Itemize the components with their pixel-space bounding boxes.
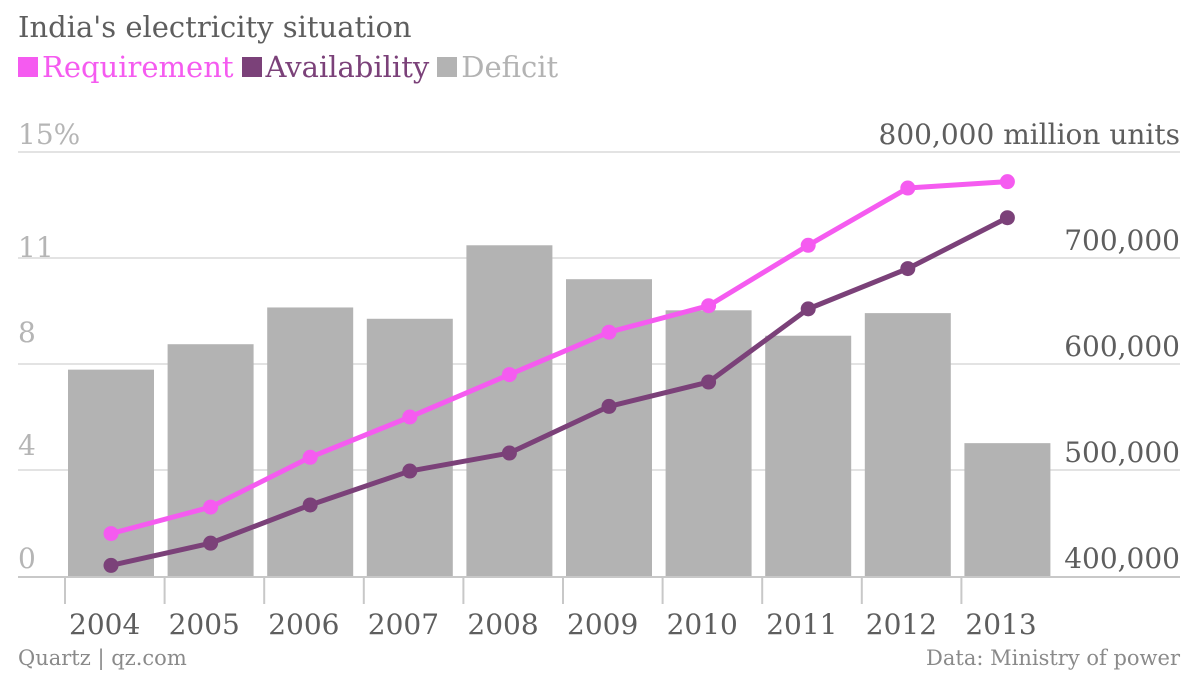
credit-text: Quartz | qz.com [18,646,187,670]
requirement-point [203,499,219,515]
availability-point [203,535,219,551]
x-tick-label: 2005 [169,608,240,641]
deficit-bar [68,369,154,576]
availability-point [701,374,717,390]
x-tick-label: 2006 [268,608,339,641]
left-tick-label: 8 [18,316,36,349]
availability-point [501,445,517,461]
deficit-bars [68,245,1051,576]
left-tick-label: 15% [18,118,80,151]
left-tick-label: 0 [18,542,36,575]
x-tick-label: 2011 [766,608,837,641]
deficit-bar [665,310,752,576]
availability-point [601,398,617,414]
availability-point [402,463,418,479]
availability-point [900,261,916,277]
deficit-bar [366,318,453,576]
legend-swatch-deficit [437,57,458,77]
requirement-point [701,298,717,314]
legend-item-requirement: Requirement [18,50,234,84]
deficit-bar [466,245,553,576]
deficit-bar [864,313,951,576]
right-tick-label: 700,000 [1064,224,1180,257]
availability-line [110,215,1009,568]
legend-item-deficit: Deficit [437,50,558,84]
chart-title: India's electricity situation [18,10,412,44]
availability-point [302,497,318,513]
requirement-line [110,179,1008,537]
availability-point [800,301,816,317]
legend-label-deficit: Deficit [461,50,559,84]
x-tick-label: 2008 [467,608,538,641]
x-tick-label: 2010 [667,608,738,641]
x-tick-label: 2007 [368,608,439,641]
legend-swatch-availability [241,57,262,77]
right-tick-label: 500,000 [1064,436,1180,469]
legend-item-availability: Availability [241,50,430,84]
requirement-point [302,449,318,465]
requirement-point [402,409,418,425]
right-tick-label: 400,000 [1064,542,1180,575]
legend-label-availability: Availability [265,50,430,84]
availability-point [999,210,1015,226]
right-tick-label: 600,000 [1064,330,1180,363]
availability-point [103,557,119,573]
left-tick-label: 11 [18,231,54,264]
source-text: Data: Ministry of power [926,646,1180,670]
legend-label-requirement: Requirement [42,50,234,84]
deficit-bar [267,307,354,576]
requirement-point [900,180,916,196]
requirement-point [103,526,119,542]
right-tick-label: 800,000 million units [879,118,1181,151]
left-tick-label: 4 [18,429,36,462]
legend-swatch-requirement [18,57,38,77]
series-lines [110,179,1009,568]
requirement-point [501,367,517,383]
axis-ticks: 2004 2005 2006 2007 2008 2009 2010 2011 2012 2013… [18,118,1180,641]
deficit-bar [765,335,852,576]
x-tick-label: 2013 [965,608,1036,641]
legend: Requirement Availability Deficit [18,50,558,84]
requirement-point [999,174,1015,190]
series-points [103,174,1015,573]
x-tick-label: 2004 [69,608,140,641]
x-tick-label: 2012 [866,608,937,641]
deficit-bar [964,443,1051,576]
x-tick-label: 2009 [567,608,638,641]
requirement-point [800,237,816,253]
requirement-point [601,324,617,340]
